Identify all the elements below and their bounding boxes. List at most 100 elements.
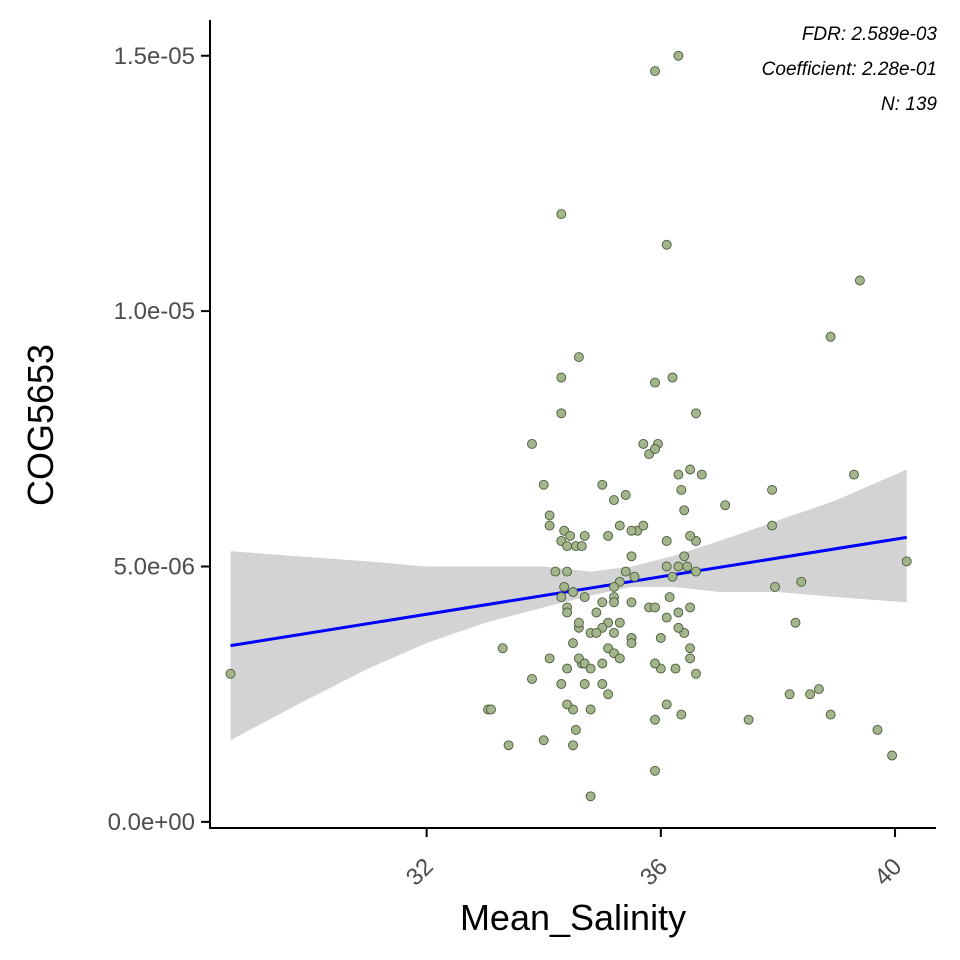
data-point <box>691 408 701 419</box>
data-point <box>562 607 573 618</box>
data-point <box>573 352 584 363</box>
data-point <box>597 658 608 669</box>
data-point <box>538 479 549 490</box>
data-point <box>591 607 602 618</box>
data-points-layer <box>225 50 912 802</box>
data-point <box>661 699 672 710</box>
data-point <box>562 541 573 552</box>
data-point <box>887 750 898 761</box>
data-point <box>486 704 496 715</box>
data-point <box>650 765 660 776</box>
data-point <box>562 663 573 674</box>
x-tick-label: 32 <box>401 853 439 891</box>
data-point <box>568 587 578 597</box>
data-point <box>626 597 637 608</box>
data-point <box>614 653 625 664</box>
data-point <box>609 627 619 638</box>
x-axis-title: Mean_Salinity <box>460 897 686 938</box>
data-point <box>527 673 537 684</box>
data-point <box>556 592 567 603</box>
confidence-band <box>230 469 907 741</box>
data-point <box>673 561 684 572</box>
data-point <box>825 709 836 720</box>
data-point <box>650 444 660 454</box>
data-point <box>901 556 912 567</box>
data-point <box>609 597 619 608</box>
data-point <box>685 530 696 541</box>
data-point <box>673 622 684 633</box>
data-point <box>527 438 537 449</box>
x-tick-label: 36 <box>635 853 673 891</box>
data-point <box>664 592 675 603</box>
data-point <box>570 724 581 735</box>
data-point <box>661 239 672 250</box>
data-point <box>638 438 649 449</box>
data-point <box>614 520 625 531</box>
data-point <box>620 490 631 500</box>
data-point <box>225 668 236 679</box>
annotation-coefficient: Coefficient: 2.28e-01 <box>762 59 937 80</box>
x-tick-label: 40 <box>869 853 907 891</box>
data-point <box>667 571 678 582</box>
data-point <box>579 679 590 689</box>
data-point <box>503 740 514 751</box>
data-point <box>673 607 684 618</box>
data-point <box>544 653 555 664</box>
data-point <box>559 581 570 592</box>
data-point <box>650 658 660 669</box>
data-point <box>638 520 649 531</box>
data-point <box>673 50 684 61</box>
y-tick-label: 1.0e-05 <box>114 298 195 325</box>
axes <box>209 20 936 829</box>
data-point <box>767 520 778 531</box>
y-tick-label: 1.5e-05 <box>114 43 195 70</box>
data-point <box>670 663 681 674</box>
data-point <box>854 275 865 286</box>
data-point <box>650 714 660 725</box>
data-point <box>597 479 608 490</box>
data-point <box>626 525 637 536</box>
data-point <box>655 633 666 643</box>
data-point <box>682 561 693 572</box>
data-point <box>585 663 596 674</box>
y-tick-label: 0.0e+00 <box>108 809 195 836</box>
data-point <box>603 689 614 700</box>
data-point <box>685 653 696 664</box>
y-axis-ticks: 0.0e+00 5.0e-06 1.0e-05 1.5e-05 <box>108 43 210 836</box>
data-point <box>597 679 608 689</box>
data-point <box>661 612 672 623</box>
data-point <box>661 561 672 572</box>
data-point <box>796 576 807 587</box>
data-point <box>872 724 883 735</box>
data-point <box>696 469 707 480</box>
data-point <box>650 66 660 77</box>
data-point <box>568 740 578 751</box>
data-point <box>650 377 660 388</box>
data-point <box>579 592 590 603</box>
data-point <box>591 627 602 638</box>
data-point <box>550 566 561 577</box>
data-point <box>685 643 696 654</box>
data-point <box>626 638 637 649</box>
data-point <box>676 484 687 495</box>
data-point <box>585 704 596 715</box>
data-point <box>679 551 690 562</box>
data-point <box>813 684 824 695</box>
y-tick-label: 5.0e-06 <box>114 553 195 580</box>
y-axis-title: COG5653 <box>20 344 61 506</box>
data-point <box>565 530 576 541</box>
data-point <box>579 530 590 541</box>
data-point <box>609 495 619 506</box>
data-point <box>568 638 578 649</box>
data-point <box>597 597 608 608</box>
data-point <box>679 505 690 516</box>
data-point <box>650 602 660 613</box>
data-point <box>767 484 778 495</box>
data-point <box>562 566 573 577</box>
data-point <box>614 617 625 628</box>
data-point <box>573 617 584 628</box>
data-point <box>544 510 555 521</box>
data-point <box>805 689 816 700</box>
data-point <box>673 469 684 480</box>
